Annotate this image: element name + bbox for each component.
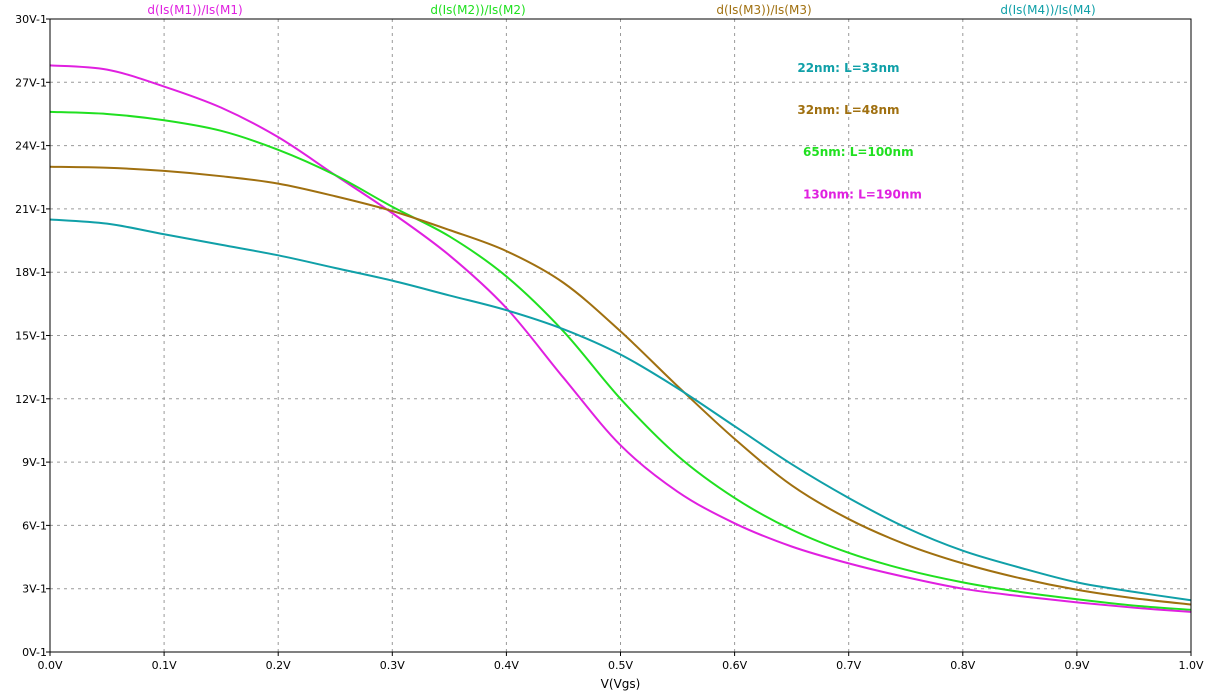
y-tick-label: 6V-1 bbox=[22, 519, 47, 532]
y-tick-label: 24V-1 bbox=[15, 140, 47, 153]
legend: d(Is(M1))/Is(M1) d(Is(M2))/Is(M2) d(Is(M3)… bbox=[147, 3, 1095, 17]
x-tick-label: 0.6V bbox=[722, 659, 747, 672]
y-tick-label: 0V-1 bbox=[22, 646, 47, 659]
series-line-4 bbox=[49, 218, 1192, 602]
x-tick-label: 0.2V bbox=[266, 659, 291, 672]
x-tick-label: 0.8V bbox=[950, 659, 975, 672]
x-tick-label: 0.9V bbox=[1064, 659, 1089, 672]
legend-entry-4: d(Is(M4))/Is(M4) bbox=[1000, 3, 1095, 17]
legend-entry-1: d(Is(M1))/Is(M1) bbox=[147, 3, 242, 17]
annotations: 22nm: L=33nm 32nm: L=48nm 65nm: L=100nm 130… bbox=[797, 61, 922, 202]
y-axis-ticks: 0V-1 3V-1 6V-1 9V-1 12V-1 15V-1 18V-1 21V-1 24V-… bbox=[15, 13, 50, 659]
annotation-1: 22nm: L=33nm bbox=[797, 61, 899, 75]
legend-entry-3: d(Is(M3))/Is(M3) bbox=[716, 3, 811, 17]
y-tick-label: 21V-1 bbox=[15, 203, 47, 216]
y-tick-label: 12V-1 bbox=[15, 393, 47, 406]
x-tick-label: 0.3V bbox=[380, 659, 405, 672]
x-tick-label: 1.0V bbox=[1178, 659, 1203, 672]
x-tick-label: 0.4V bbox=[494, 659, 519, 672]
series-line-2 bbox=[49, 110, 1192, 611]
annotation-2: 32nm: L=48nm bbox=[797, 103, 899, 117]
series-lines bbox=[49, 64, 1192, 613]
y-tick-label: 9V-1 bbox=[22, 456, 47, 469]
annotation-3: 65nm: L=100nm bbox=[803, 145, 914, 159]
y-tick-label: 30V-1 bbox=[15, 13, 47, 26]
y-tick-label: 15V-1 bbox=[15, 330, 47, 343]
series-line-3 bbox=[49, 165, 1192, 606]
y-tick-label: 18V-1 bbox=[15, 266, 47, 279]
series-line-1 bbox=[49, 64, 1192, 613]
x-axis-ticks: 0.0V 0.1V 0.2V 0.3V 0.4V 0.5V 0.6V 0.7V 0.8V 0.9V… bbox=[37, 652, 1204, 672]
x-tick-label: 0.0V bbox=[37, 659, 62, 672]
annotation-4: 130nm: L=190nm bbox=[803, 187, 922, 201]
y-tick-label: 3V-1 bbox=[22, 583, 47, 596]
legend-entry-2: d(Is(M2))/Is(M2) bbox=[430, 3, 525, 17]
grid-lines bbox=[50, 19, 1191, 652]
x-tick-label: 0.5V bbox=[608, 659, 633, 672]
x-tick-label: 0.1V bbox=[152, 659, 177, 672]
y-tick-label: 27V-1 bbox=[15, 76, 47, 89]
x-tick-label: 0.7V bbox=[836, 659, 861, 672]
x-axis-label: V(Vgs) bbox=[601, 677, 641, 691]
